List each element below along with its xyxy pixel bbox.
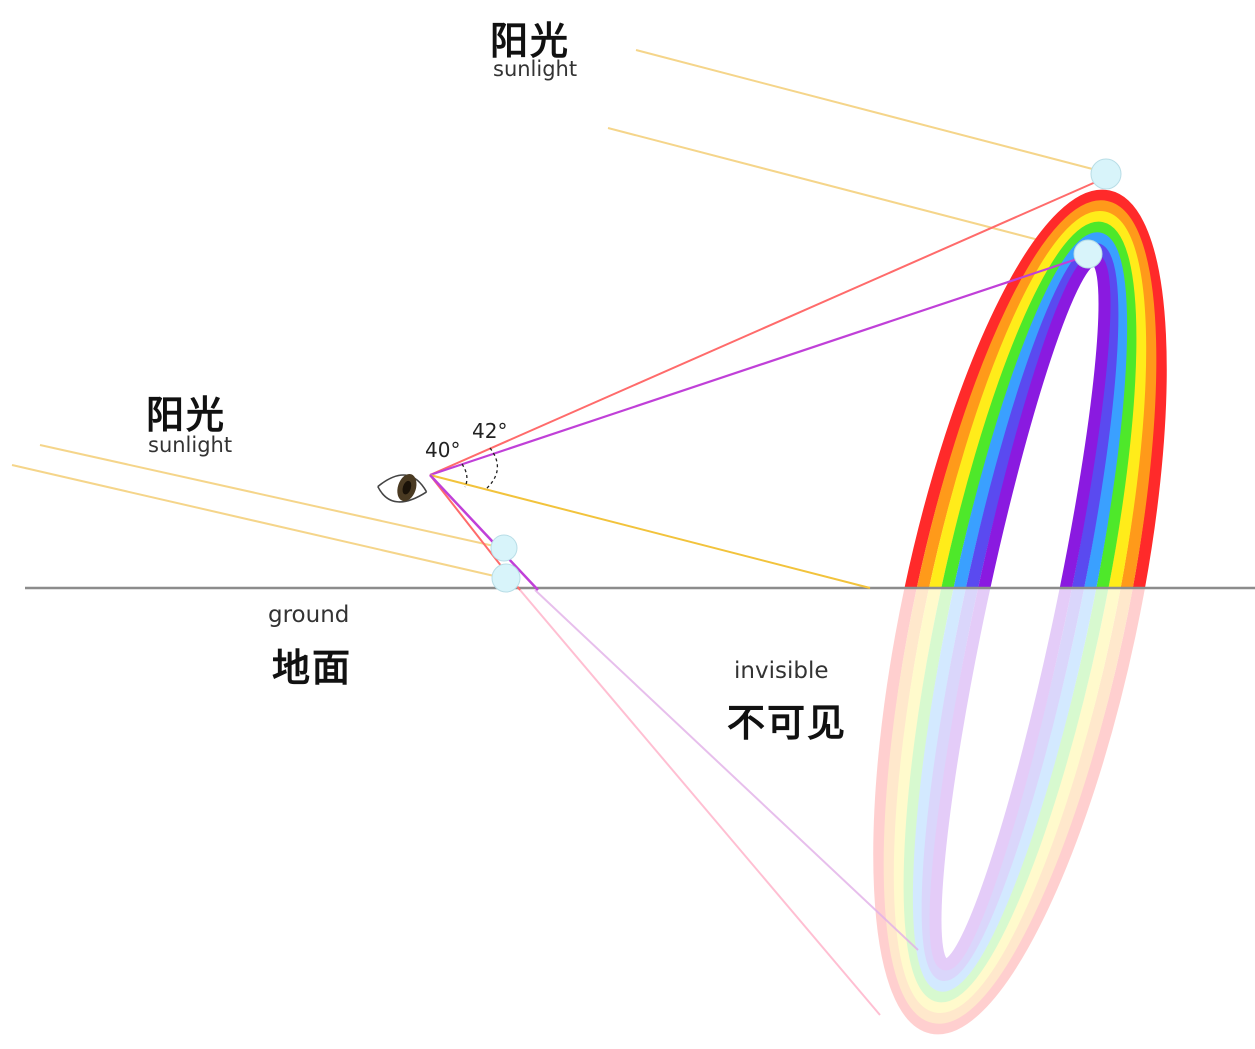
sunlight-top-zh-label: 阳光 <box>490 19 571 63</box>
invisible-en-label: invisible <box>734 658 829 684</box>
invisible-zh-label: 不可见 <box>727 701 848 745</box>
angle-arc-violet <box>461 463 468 488</box>
reflected-violet-ray <box>429 474 539 591</box>
reflected-red-ray-below <box>519 589 881 1016</box>
reflected-violet-ray-below <box>534 589 919 951</box>
droplet-top-violet <box>1073 239 1103 269</box>
rainbow-band-green-faded <box>903 589 1137 1003</box>
ground-zh-label: 地面 <box>272 646 353 690</box>
rainbow-band-indigo-faded <box>921 589 1119 982</box>
ground-en-label: ground <box>268 602 350 628</box>
red-ray <box>429 180 1099 476</box>
antisolar-ray <box>429 474 871 589</box>
droplet-ground-1 <box>490 534 518 562</box>
sunlight-ray-left-1 <box>39 444 504 549</box>
sunlight-ray-left-2 <box>11 464 504 579</box>
eye-icon <box>377 474 428 503</box>
droplet-top-red <box>1090 158 1122 190</box>
angle-violet-label: 40° <box>425 438 461 462</box>
angle-arc-red <box>484 447 498 491</box>
rainbow-band-yellow-faded <box>893 589 1147 1014</box>
rainbow-band-orange-faded <box>883 589 1157 1024</box>
sunlight-top-en-label: sunlight <box>493 57 578 81</box>
rainbow-band-green <box>903 221 1137 589</box>
rainbow-band-orange <box>883 200 1157 589</box>
rainbow-band-red-faded <box>873 589 1167 1035</box>
rainbow-band-violet-faded <box>929 589 1111 971</box>
rainbow-band-yellow <box>893 210 1147 589</box>
violet-ray <box>429 256 1081 477</box>
rainbow-invisible-part <box>873 589 1167 1035</box>
sunlight-ray-top-2 <box>607 127 1059 246</box>
rainbow-band-blue-faded <box>912 589 1128 992</box>
sunlight-left-en-label: sunlight <box>148 433 233 457</box>
sunlight-ray-top-1 <box>635 49 1105 173</box>
angle-red-label: 42° <box>472 419 508 443</box>
sunlight-left-zh-label: 阳光 <box>146 393 227 437</box>
droplet-ground-2 <box>491 563 521 593</box>
rainbow-band-blue <box>912 232 1128 589</box>
